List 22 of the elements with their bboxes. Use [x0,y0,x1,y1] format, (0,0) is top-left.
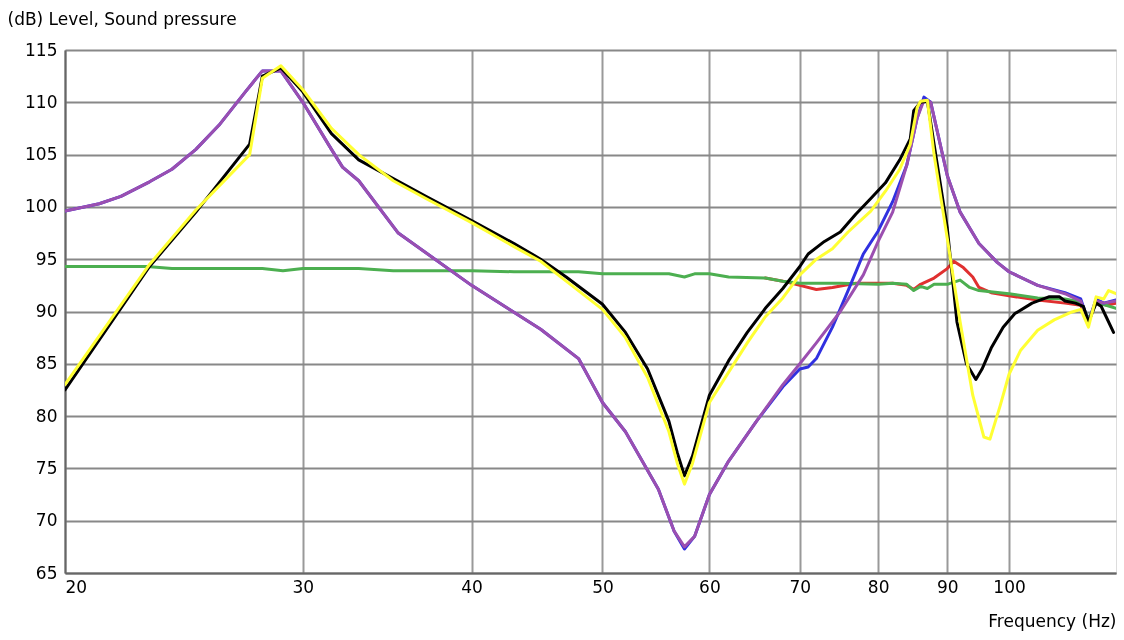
x-tick-label: 20 [65,576,88,597]
y-tick-label: 95 [35,248,58,269]
x-tick-label: 40 [461,576,483,597]
x-axis-title: Frequency (Hz) [988,610,1117,631]
y-axis-title: (dB) Level, Sound pressure [7,8,237,29]
y-tick-label: 70 [35,510,58,531]
y-tick-label: 115 [25,39,58,60]
y-tick-label: 100 [25,196,58,217]
x-tick-label: 60 [699,576,721,597]
y-tick-label: 105 [25,144,58,165]
y-tick-label: 110 [25,91,58,112]
y-tick-label: 80 [35,405,58,426]
x-tick-label: 30 [292,576,315,597]
y-tick-label: 90 [35,301,58,321]
x-tick-label: 90 [936,576,959,597]
x-tick-label: 70 [789,576,812,597]
x-tick-label: 100 [993,576,1026,597]
x-tick-label: 80 [867,576,890,597]
y-tick-label: 85 [35,353,58,374]
x-tick-label: 50 [592,576,614,597]
y-tick-label: 65 [35,562,58,583]
y-tick-label: 75 [35,457,58,478]
